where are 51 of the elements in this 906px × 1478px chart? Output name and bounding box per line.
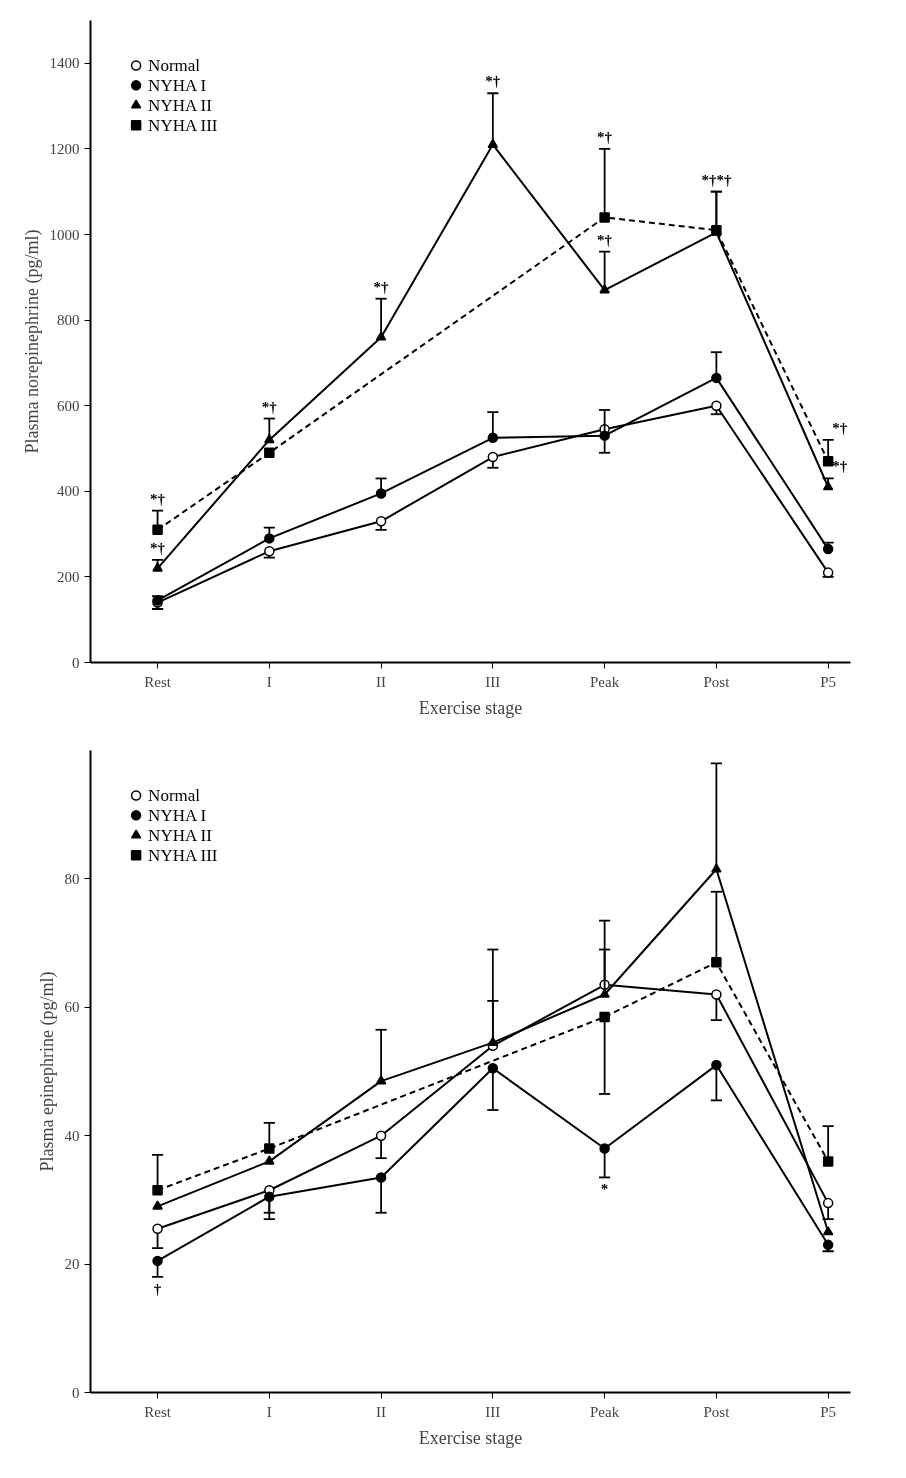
y-tick-label: 1000 (49, 226, 80, 243)
legend-label: NYHA I (148, 75, 207, 95)
y-tick-label: 40 (64, 1127, 80, 1144)
y-tick-label: 400 (57, 483, 80, 500)
y-tick-label: 80 (64, 870, 80, 887)
y-tick-label: 1200 (49, 140, 80, 157)
annotation: *†*† (701, 171, 732, 188)
x-tick-label: Peak (590, 1403, 620, 1420)
x-tick-label: II (376, 673, 387, 690)
annotation: *† (597, 231, 613, 248)
y-axis-title: Plasma epinephrine (pg/ml) (36, 971, 58, 1172)
x-tick-label: P5 (820, 673, 837, 690)
annotation: * (600, 1181, 609, 1198)
annotation: *† (597, 128, 613, 145)
x-tick-label: III (485, 673, 501, 690)
x-tick-label: Post (703, 1403, 731, 1420)
legend-label: NYHA III (148, 845, 218, 865)
x-tick-label: I (266, 673, 272, 690)
x-axis-title: Exercise stage (418, 1427, 523, 1448)
annotation: *† (832, 419, 848, 436)
x-tick-label: P5 (820, 1403, 837, 1420)
annotation: *† (373, 278, 390, 295)
x-tick-label: II (376, 1403, 387, 1420)
x-tick-label: Rest (144, 673, 172, 690)
annotation: *† (485, 73, 501, 90)
y-tick-label: 200 (57, 568, 80, 585)
annotation: *† (261, 398, 278, 415)
x-tick-label: I (266, 1403, 272, 1420)
legend-label: NYHA I (148, 805, 207, 825)
annotation: *† (150, 539, 166, 556)
y-tick-label: 20 (64, 1256, 80, 1273)
y-tick-label: 60 (64, 999, 80, 1016)
y-tick-label: 600 (57, 397, 80, 414)
y-tick-label: 0 (72, 654, 80, 671)
y-axis-title: Plasma norepinephrine (pg/ml) (21, 229, 43, 454)
x-tick-label: Peak (590, 673, 620, 690)
y-tick-label: 800 (57, 312, 80, 329)
annotation: † (153, 1280, 162, 1297)
annotation: *† (150, 490, 166, 507)
x-tick-label: Rest (144, 1403, 172, 1420)
legend-label: NYHA III (148, 115, 218, 135)
legend-label: NYHA II (148, 825, 213, 845)
legend-label: Normal (148, 785, 201, 805)
y-tick-label: 1400 (49, 55, 80, 72)
legend-label: NYHA II (148, 95, 213, 115)
x-tick-label: III (485, 1403, 501, 1420)
x-tick-label: Post (703, 673, 731, 690)
x-axis-title: Exercise stage (418, 697, 523, 718)
y-tick-label: 0 (72, 1384, 80, 1401)
annotation: *† (832, 458, 848, 475)
legend-label: Normal (148, 55, 201, 75)
